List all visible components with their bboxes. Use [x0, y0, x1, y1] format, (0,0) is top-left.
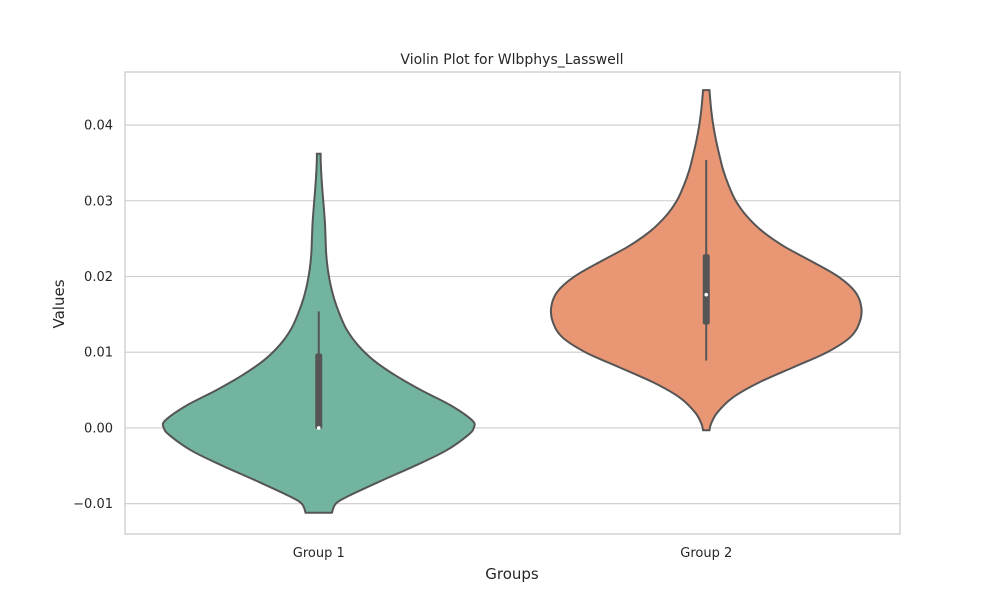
plot-frame [124, 71, 901, 535]
violins [161, 89, 863, 514]
violin-median-dot [316, 426, 321, 430]
y-tick-label: 0.01 [84, 346, 113, 361]
y-tick-label: 0.00 [84, 421, 113, 436]
y-tick-label: 0.02 [84, 270, 113, 285]
y-axis-label: Values [50, 279, 68, 328]
y-tick-label: −0.01 [73, 497, 113, 512]
y-tick-labels: −0.01 0.00 0.01 0.02 0.03 0.04 [73, 119, 113, 513]
x-tick-labels: Group 1 Group 2 [293, 546, 732, 561]
x-tick-label: Group 1 [293, 546, 345, 561]
x-tick-label: Group 2 [680, 546, 732, 561]
y-tick-label: 0.04 [84, 119, 113, 134]
chart-title: Violin Plot for Wlbphys_Lasswell [400, 52, 623, 68]
y-tick-label: 0.03 [84, 194, 113, 209]
x-axis-label: Groups [485, 565, 539, 583]
violin-iqr-box [315, 353, 323, 429]
violin-iqr-box [702, 254, 710, 325]
violin-median-dot [704, 292, 709, 297]
